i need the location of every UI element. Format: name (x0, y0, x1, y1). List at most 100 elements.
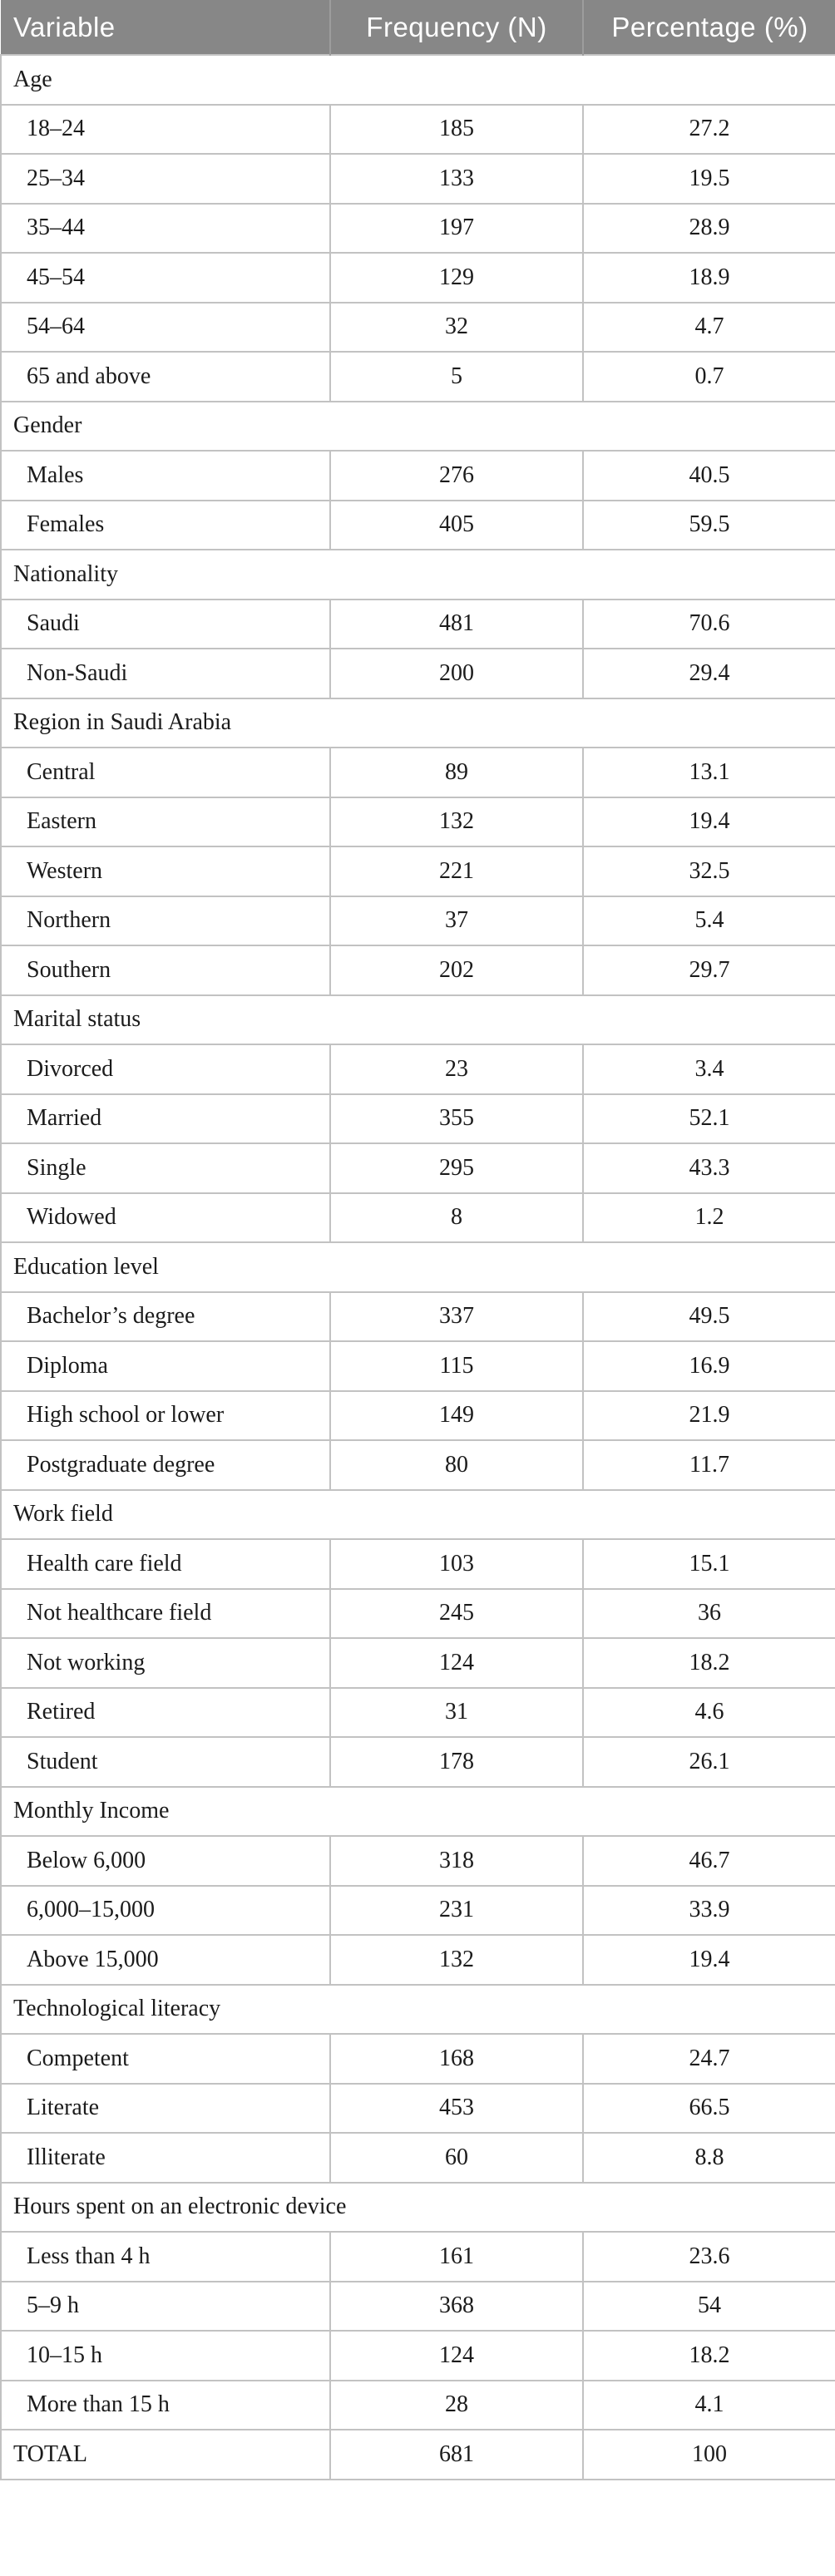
variable-cell: Central (0, 747, 331, 798)
table-row: Student 178 26.1 (0, 1736, 835, 1788)
table-row: Less than 4 h 161 23.6 (0, 2231, 835, 2282)
variable-cell: Illiterate (0, 2132, 331, 2184)
variable-cell: Bachelor’s degree (0, 1290, 331, 1342)
column-header-frequency: Frequency (N) (329, 0, 583, 55)
variable-cell: Widowed (0, 1192, 331, 1243)
frequency-cell: 60 (329, 2132, 584, 2184)
variable-cell: Below 6,000 (0, 1835, 331, 1887)
variable-cell: Literate (0, 2082, 331, 2134)
table-row: Competent 168 24.7 (0, 2033, 835, 2085)
table-row: Females 405 59.5 (0, 499, 835, 550)
percentage-cell: 11.7 (582, 1439, 835, 1491)
variable-cell: Retired (0, 1686, 331, 1738)
percentage-cell: 1.2 (582, 1192, 835, 1243)
frequency-cell: 337 (329, 1290, 584, 1342)
frequency-cell: 318 (329, 1835, 584, 1887)
percentage-cell: 24.7 (582, 2033, 835, 2085)
table-row: 18–24 185 27.2 (0, 103, 835, 155)
percentage-cell: 18.2 (582, 1637, 835, 1689)
table-header: Variable Frequency (N) Percentage (%) (1, 0, 835, 55)
variable-cell: Saudi (0, 598, 331, 649)
percentage-cell: 66.5 (582, 2082, 835, 2134)
frequency-cell: 31 (329, 1686, 584, 1738)
percentage-cell: 29.7 (582, 945, 835, 996)
percentage-cell: 18.2 (582, 2330, 835, 2381)
frequency-cell: 221 (329, 846, 584, 897)
variable-cell: 6,000–15,000 (0, 1884, 331, 1936)
table-row: Below 6,000 318 46.7 (0, 1835, 835, 1887)
frequency-cell: 295 (329, 1142, 584, 1194)
percentage-cell: 4.6 (582, 1686, 835, 1738)
table-row: Single 295 43.3 (0, 1142, 835, 1194)
table-row: Males 276 40.5 (0, 450, 835, 501)
variable-cell: High school or lower (0, 1389, 331, 1441)
percentage-cell: 100 (582, 2429, 835, 2480)
frequency-cell: 80 (329, 1439, 584, 1491)
table-row: Western 221 32.5 (0, 846, 835, 897)
percentage-cell: 21.9 (582, 1389, 835, 1441)
table-row: Bachelor’s degree 337 49.5 (0, 1290, 835, 1342)
table-row: Postgraduate degree 80 11.7 (0, 1439, 835, 1491)
variable-cell: Student (0, 1736, 331, 1788)
percentage-cell: 16.9 (582, 1340, 835, 1392)
percentage-cell: 19.4 (582, 1934, 835, 1986)
frequency-cell: 481 (329, 598, 584, 649)
table-row: Divorced 23 3.4 (0, 1044, 835, 1095)
table-row: Central 89 13.1 (0, 747, 835, 798)
variable-cell: Not working (0, 1637, 331, 1689)
variable-cell: Competent (0, 2033, 331, 2085)
frequency-cell: 453 (329, 2082, 584, 2134)
variable-cell: 45–54 (0, 252, 331, 303)
section-label-cell: Age (0, 54, 835, 106)
variable-cell: More than 15 h (0, 2379, 331, 2430)
section-label-cell: Region in Saudi Arabia (0, 697, 835, 748)
percentage-cell: 52.1 (582, 1093, 835, 1144)
table-row: High school or lower 149 21.9 (0, 1389, 835, 1441)
frequency-cell: 32 (329, 301, 584, 353)
frequency-cell: 132 (329, 796, 584, 847)
percentage-cell: 59.5 (582, 499, 835, 550)
frequency-cell: 149 (329, 1389, 584, 1441)
percentage-cell: 8.8 (582, 2132, 835, 2184)
section-row: Work field (0, 1488, 835, 1540)
percentage-cell: 40.5 (582, 450, 835, 501)
table-row: 10–15 h 124 18.2 (0, 2330, 835, 2381)
table-body: Age 18–24 185 27.2 25–34 133 19.5 35–44 197 28.9 4… (0, 54, 835, 2480)
frequency-cell: 405 (329, 499, 584, 550)
frequency-cell: 276 (329, 450, 584, 501)
section-row: Technological literacy (0, 1983, 835, 2035)
percentage-cell: 54 (582, 2280, 835, 2332)
total-row: TOTAL 681 100 (0, 2429, 835, 2480)
percentage-cell: 19.4 (582, 796, 835, 847)
percentage-cell: 32.5 (582, 846, 835, 897)
table-row: 35–44 197 28.9 (0, 202, 835, 254)
section-label-cell: Monthly Income (0, 1785, 835, 1837)
table-row: Eastern 132 19.4 (0, 796, 835, 847)
percentage-cell: 4.7 (582, 301, 835, 353)
table-row: Literate 453 66.5 (0, 2082, 835, 2134)
variable-cell: Less than 4 h (0, 2231, 331, 2282)
frequency-cell: 178 (329, 1736, 584, 1788)
section-label-cell: Technological literacy (0, 1983, 835, 2035)
frequency-cell: 355 (329, 1093, 584, 1144)
frequency-cell: 28 (329, 2379, 584, 2430)
variable-cell: 65 and above (0, 351, 331, 402)
frequency-cell: 124 (329, 2330, 584, 2381)
table-row: Health care field 103 15.1 (0, 1538, 835, 1590)
variable-cell: Married (0, 1093, 331, 1144)
frequency-cell: 161 (329, 2231, 584, 2282)
percentage-cell: 27.2 (582, 103, 835, 155)
frequency-cell: 103 (329, 1538, 584, 1590)
column-header-variable: Variable (1, 0, 330, 55)
section-label-cell: Hours spent on an electronic device (0, 2181, 835, 2233)
frequency-cell: 37 (329, 895, 584, 946)
section-row: Hours spent on an electronic device (0, 2181, 835, 2233)
section-row: Nationality (0, 549, 835, 600)
percentage-cell: 13.1 (582, 747, 835, 798)
variable-cell: Postgraduate degree (0, 1439, 331, 1491)
frequency-cell: 124 (329, 1637, 584, 1689)
variable-cell: Single (0, 1142, 331, 1194)
section-row: Region in Saudi Arabia (0, 697, 835, 748)
percentage-cell: 36 (582, 1587, 835, 1639)
percentage-cell: 28.9 (582, 202, 835, 254)
